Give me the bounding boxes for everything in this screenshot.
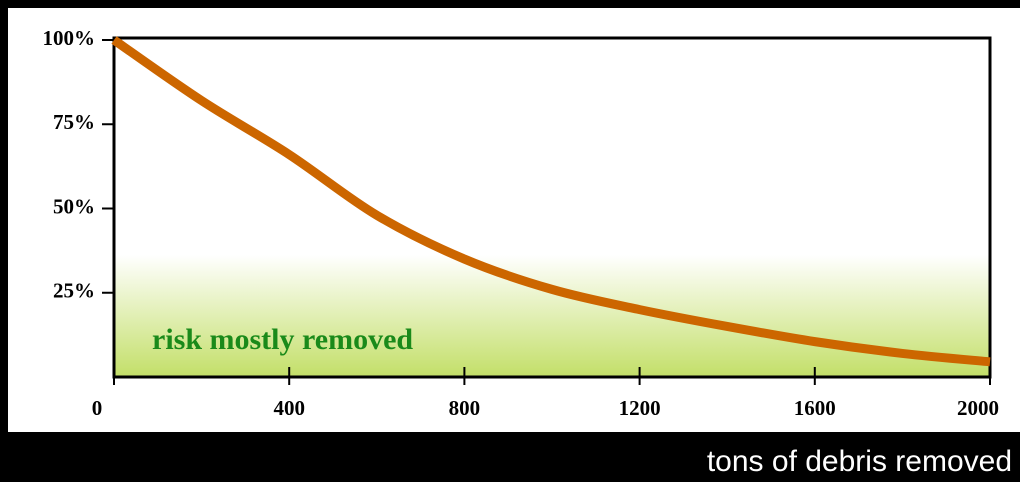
x-tick-label: 1200 — [619, 396, 661, 420]
low-risk-zone — [114, 255, 990, 377]
risk-line — [111, 36, 991, 367]
annotation: risk mostly removed — [152, 323, 413, 356]
x-axis-label: tons of debris removed — [707, 445, 1012, 478]
y-tick-label: 25% — [53, 279, 95, 303]
y-tick-label: 50% — [53, 194, 95, 218]
x-tick-label: 0 — [92, 396, 103, 420]
y-tick-label: 75% — [53, 110, 95, 134]
x-tick-label: 2000 — [957, 396, 999, 420]
x-tick-label: 800 — [449, 396, 481, 420]
y-tick-label: 100% — [43, 26, 96, 50]
x-tick-label: 1600 — [794, 396, 836, 420]
x-tick-label: 400 — [273, 396, 305, 420]
